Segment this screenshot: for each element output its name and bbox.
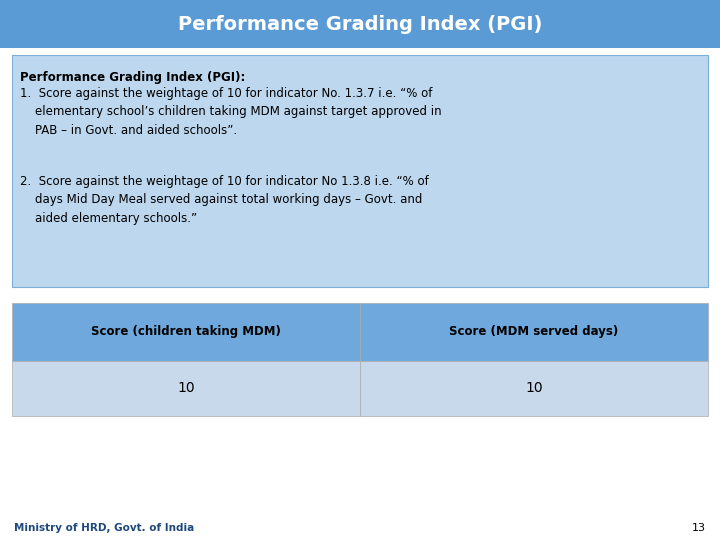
Text: 1.  Score against the weightage of 10 for indicator No. 1.3.7 i.e. “% of
    ele: 1. Score against the weightage of 10 for…	[20, 87, 441, 137]
Text: Ministry of HRD, Govt. of India: Ministry of HRD, Govt. of India	[14, 523, 194, 533]
Bar	[360, 303, 708, 361]
Text: 13: 13	[692, 523, 706, 533]
Text: Score (children taking MDM): Score (children taking MDM)	[91, 326, 281, 339]
Bar	[0, 0, 720, 48]
Text: 2.  Score against the weightage of 10 for indicator No 1.3.8 i.e. “% of
    days: 2. Score against the weightage of 10 for…	[20, 175, 428, 225]
Text: Performance Grading Index (PGI): Performance Grading Index (PGI)	[178, 15, 542, 33]
Bar	[12, 303, 360, 361]
Text: Score (MDM served days): Score (MDM served days)	[449, 326, 618, 339]
Bar	[360, 361, 708, 416]
Bar	[12, 361, 360, 416]
Text: 10: 10	[525, 381, 543, 395]
Text: 10: 10	[177, 381, 195, 395]
Text: Performance Grading Index (PGI):: Performance Grading Index (PGI):	[20, 71, 246, 84]
Bar	[12, 55, 708, 287]
